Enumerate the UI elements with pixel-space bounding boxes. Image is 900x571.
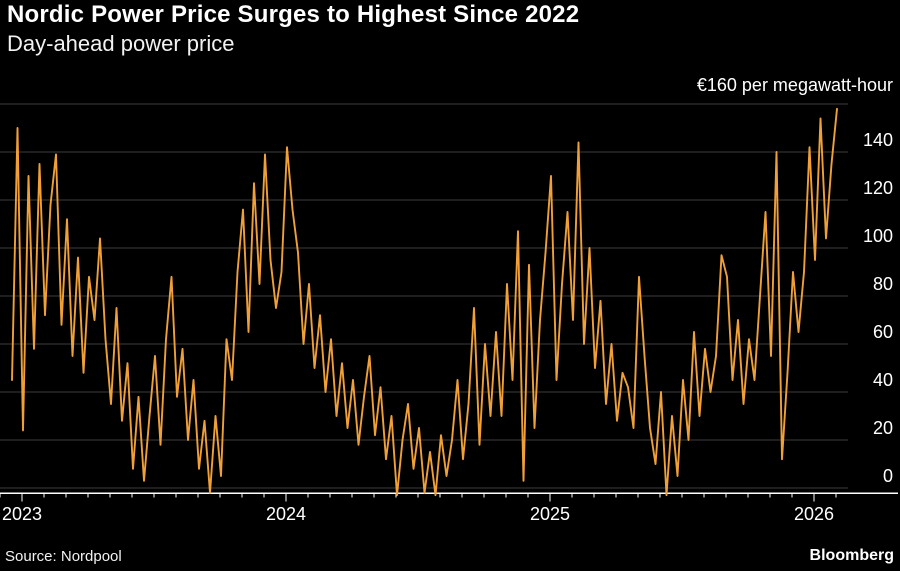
y-axis-tick-label: 40 [873, 370, 893, 390]
x-axis-year-label: 2023 [2, 504, 42, 524]
y-axis-tick-label: 20 [873, 418, 893, 438]
x-axis-year-label: 2024 [266, 504, 306, 524]
price-line [11, 107, 838, 497]
y-axis-unit-label: €160 per megawatt-hour [696, 75, 893, 95]
y-axis-tick-label: 80 [873, 274, 893, 294]
chart-subtitle: Day-ahead power price [7, 31, 235, 56]
y-axis-tick-label: 60 [873, 322, 893, 342]
y-axis-tick-label: 100 [863, 226, 893, 246]
y-axis-tick-label: 120 [863, 178, 893, 198]
chart-title: Nordic Power Price Surges to Highest Sin… [7, 1, 580, 28]
y-axis-tick-label: 140 [863, 130, 893, 150]
source-label: Source: Nordpool [5, 548, 122, 565]
x-axis-year-label: 2025 [530, 504, 570, 524]
x-axis-year-label: 2026 [794, 504, 834, 524]
y-axis-tick-label: 0 [883, 466, 893, 486]
bloomberg-logo: Bloomberg [809, 547, 894, 564]
